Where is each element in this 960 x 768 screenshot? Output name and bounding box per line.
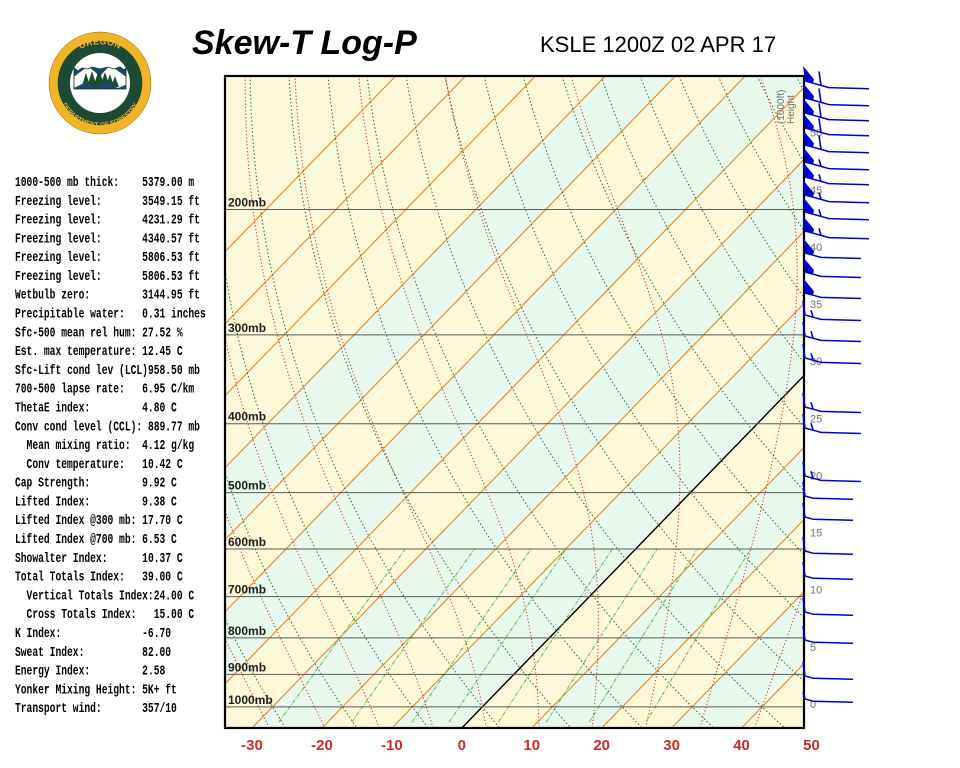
svg-text:700mb: 700mb (228, 583, 266, 597)
svg-text:10: 10 (523, 737, 540, 754)
svg-text:500mb: 500mb (228, 479, 266, 493)
svg-text:35: 35 (810, 299, 822, 311)
svg-text:Height: Height (786, 95, 797, 124)
svg-text:30: 30 (663, 737, 680, 754)
svg-text:-30: -30 (241, 737, 263, 754)
svg-text:-10: -10 (381, 737, 403, 754)
svg-text:300mb: 300mb (228, 321, 266, 335)
svg-text:10: 10 (810, 585, 822, 597)
svg-text:0: 0 (458, 737, 466, 754)
svg-text:400mb: 400mb (228, 410, 266, 424)
svg-text:800mb: 800mb (228, 624, 266, 638)
svg-text:50: 50 (803, 737, 820, 754)
svg-text:900mb: 900mb (228, 660, 266, 674)
svg-text:-20: -20 (311, 737, 333, 754)
svg-text:1000mb: 1000mb (228, 693, 273, 707)
svg-text:20: 20 (593, 737, 610, 754)
svg-text:40: 40 (733, 737, 750, 754)
svg-text:5: 5 (810, 642, 816, 654)
svg-text:200mb: 200mb (228, 196, 266, 210)
svg-text:(1000ft): (1000ft) (776, 90, 787, 124)
svg-text:15: 15 (810, 528, 822, 540)
svg-text:600mb: 600mb (228, 535, 266, 549)
